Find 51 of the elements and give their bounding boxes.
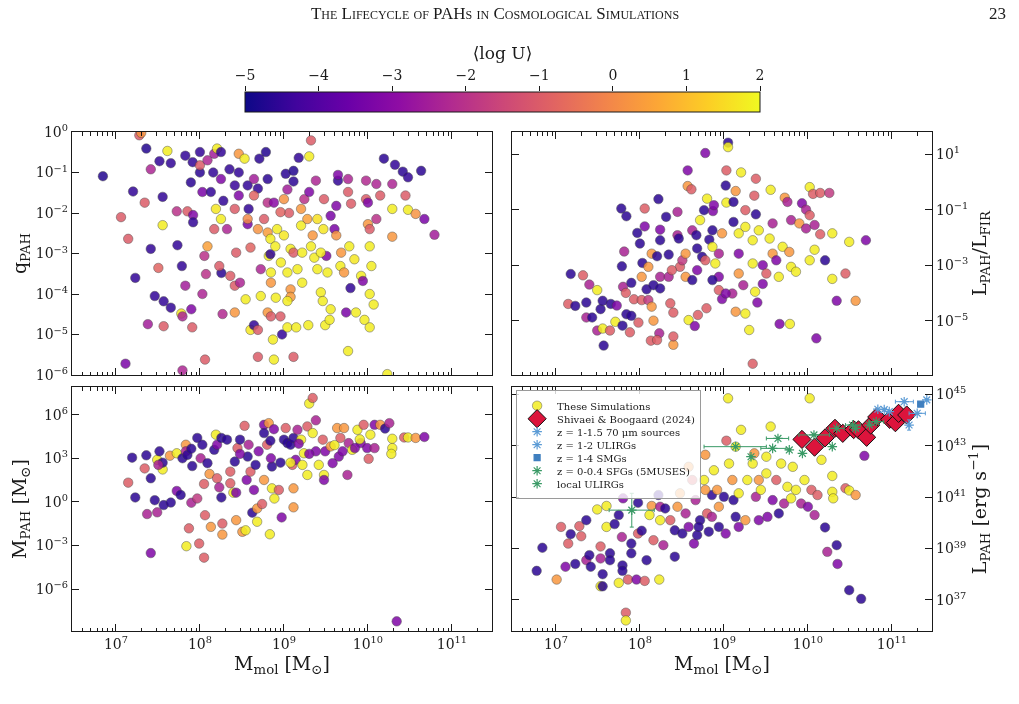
x-tick-label: 10$^{11}$ <box>436 634 468 652</box>
y-tick-label: 10$^{−6}$ <box>35 365 68 383</box>
legend-label: These Simulations <box>557 400 651 412</box>
text: 23 <box>989 4 1006 23</box>
legend-label: z = 1-1.5 70 μm sources <box>557 426 681 438</box>
x-axis-title: M$_{mol}$ [M$_{⊙}$] <box>234 652 330 677</box>
color-bar-label: −4 <box>308 67 329 84</box>
x-tick-label: 10$^{8}$ <box>627 634 652 652</box>
chart-title: The Lifecycle of PAHs in Cosmological Simulations <box>310 3 680 23</box>
color-bar-label: 2 <box>755 67 765 84</box>
y-tick-label: 10$^{45}$ <box>936 384 967 403</box>
x-tick-label: 10$^{10}$ <box>792 634 824 652</box>
y-tick-label: 10$^{39}$ <box>936 538 967 557</box>
y-tick-label: 10$^{0}$ <box>43 491 68 510</box>
y-tick-label: 10$^{−1}$ <box>936 199 969 218</box>
x-tick-label: 10$^{7}$ <box>103 634 128 652</box>
color-bar-label: 1 <box>681 67 691 84</box>
y-tick-label: 10$^{43}$ <box>936 435 967 454</box>
y-tick-label: 10$^{3}$ <box>43 448 68 467</box>
y-tick-label: 10$^{1}$ <box>936 144 961 163</box>
x-tick-label: 10$^{10}$ <box>352 634 384 652</box>
x-tick-label: 10$^{11}$ <box>876 634 908 652</box>
y-tick-label: 10$^{−1}$ <box>35 162 68 181</box>
x-tick-label: 10$^{7}$ <box>543 634 568 652</box>
color-bar-label: −1 <box>528 67 550 84</box>
y-tick-label: 10$^{−3}$ <box>35 243 68 262</box>
y-tick-label: 10$^{−4}$ <box>35 284 68 302</box>
legend-label: Shivaei & Boogaard (2024) <box>557 413 696 425</box>
color-bar-label: −5 <box>234 67 256 84</box>
y-tick-label: 10$^{−5}$ <box>936 310 969 329</box>
color-bar-label: −3 <box>381 67 403 84</box>
color-bar-label: 0 <box>608 67 618 84</box>
y-tick-label: 10$^{−6}$ <box>35 579 68 597</box>
legend-label: z = 1-4 SMGs <box>557 452 627 464</box>
color-bar-label: −2 <box>455 67 477 84</box>
x-axis-title: M$_{mol}$ [M$_{⊙}$] <box>674 652 770 677</box>
x-tick-label: 10$^{8}$ <box>187 634 212 652</box>
x-tick-label: 10$^{9}$ <box>711 634 736 652</box>
y-tick-label: 10$^{−2}$ <box>35 203 68 221</box>
legend-label: z = 1-2 ULIRGs <box>557 439 637 451</box>
y-tick-label: 10$^{−3}$ <box>35 535 68 554</box>
y-tick-label: 10$^{−5}$ <box>35 324 68 343</box>
legend-label: local ULIRGs <box>557 478 624 490</box>
y-tick-label: 10$^{6}$ <box>43 404 68 423</box>
y-tick-label: 10$^{0}$ <box>43 122 68 140</box>
y-tick-label: 10$^{−3}$ <box>936 255 969 274</box>
color-bar-title: ⟨log U⟩ <box>472 42 533 63</box>
y-tick-label: 10$^{37}$ <box>936 589 967 608</box>
legend-label: z = 0-0.4 SFGs (5MUSES) <box>557 465 690 477</box>
x-tick-label: 10$^{9}$ <box>271 634 296 652</box>
y-tick-label: 10$^{41}$ <box>936 487 967 505</box>
